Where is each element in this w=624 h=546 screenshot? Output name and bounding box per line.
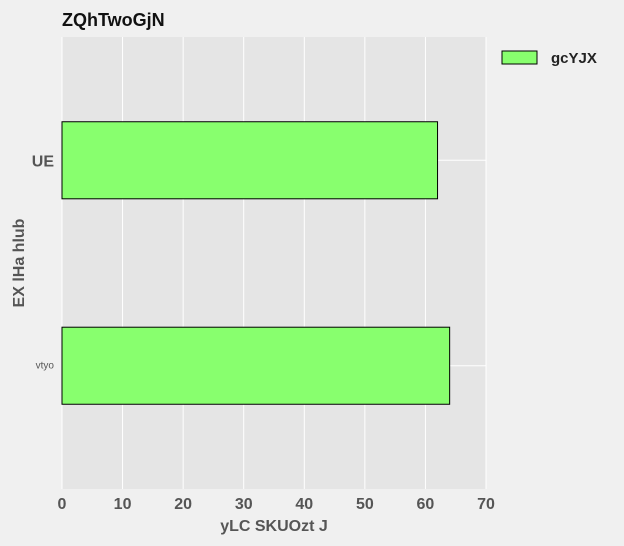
y-tick-label: vtyo	[36, 361, 55, 372]
x-tick-label: 40	[295, 496, 313, 513]
bar-vtyo	[61, 326, 451, 405]
y-axis-label: EX lHa hlub	[11, 218, 28, 307]
x-tick-label: 30	[235, 496, 253, 513]
x-tick-label: 10	[114, 496, 132, 513]
chart-title: ZQhTwoGjN	[62, 10, 165, 30]
bar-UE	[61, 121, 439, 200]
legend: gcYJX	[501, 50, 597, 67]
bars	[61, 121, 451, 405]
legend-swatch-gcYJX	[501, 50, 538, 65]
x-gridlines	[61, 37, 487, 489]
x-tick-label: 60	[417, 496, 435, 513]
y-tick-labels: UE vtyo	[32, 153, 55, 371]
x-tick-label: 20	[174, 496, 192, 513]
y-tick-label: UE	[32, 153, 55, 170]
x-tick-label: 0	[58, 496, 67, 513]
x-tick-label: 70	[477, 496, 495, 513]
x-tick-label: 50	[356, 496, 374, 513]
legend-label-gcYJX: gcYJX	[551, 50, 597, 67]
x-tick-labels: 0 10 20 30 40 50 60 70	[58, 496, 495, 513]
plot-area	[62, 37, 486, 489]
x-axis-label: yLC SKUOzt J	[220, 518, 328, 535]
